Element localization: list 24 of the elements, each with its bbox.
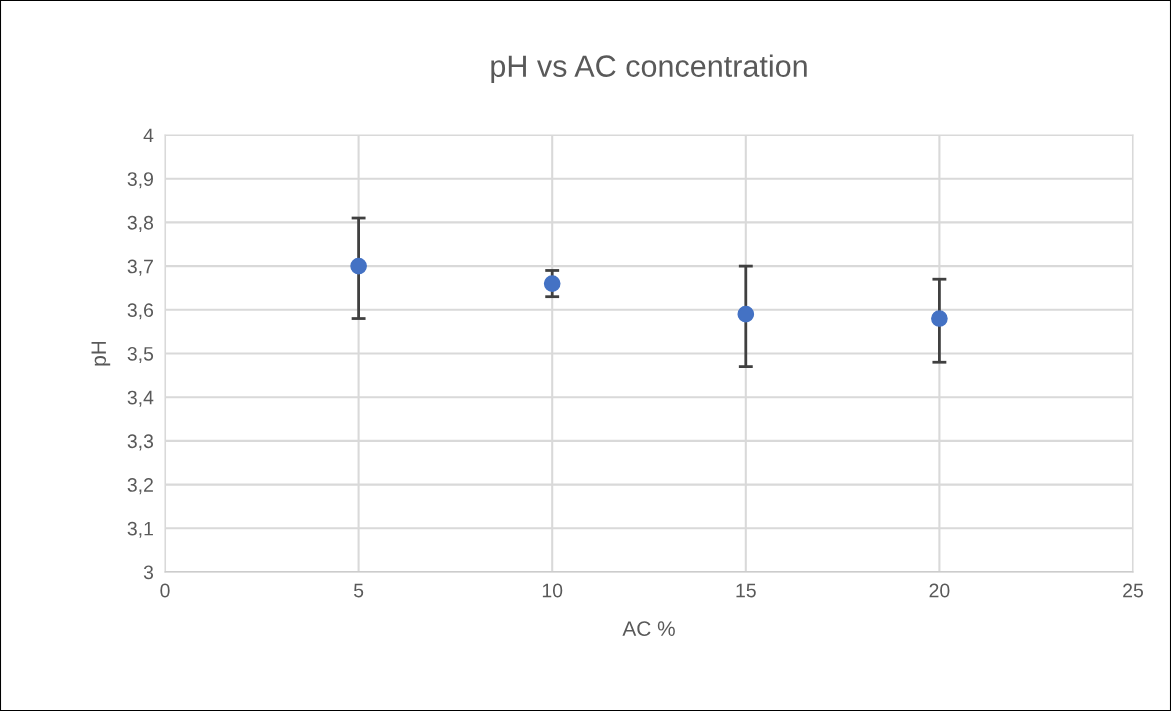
x-tick-label: 15 (736, 583, 756, 598)
y-tick-label: 3,1 (127, 521, 153, 538)
x-axis-title: AC % (622, 621, 675, 636)
x-tick-label: 25 (1123, 583, 1143, 598)
x-tick-label: 10 (542, 583, 563, 598)
point (350, 257, 367, 275)
y-tick-label: 3,5 (127, 346, 154, 364)
y-tick-label: 3,8 (127, 215, 154, 232)
point (931, 310, 948, 327)
y-axis-title: pH (91, 341, 111, 366)
y-tick-label: 3,4 (127, 390, 154, 407)
point (737, 305, 755, 323)
y-tick-label: 3,2 (127, 478, 153, 495)
point (543, 275, 561, 292)
y-tick-label: 3,9 (127, 172, 153, 189)
y-tick-label: 3,6 (127, 303, 154, 320)
y-tick-label: 3,3 (127, 434, 154, 451)
x-tick-label: 0 (160, 583, 170, 598)
y-tick-label: 3,7 (127, 259, 153, 276)
x-tick-label: 20 (929, 583, 950, 598)
y-tick-label: 4 (143, 128, 154, 143)
x-tick-label: 5 (353, 583, 364, 598)
chart-title: pH vs AC concentration (491, 54, 807, 84)
y-tick-label: 3 (143, 565, 154, 580)
